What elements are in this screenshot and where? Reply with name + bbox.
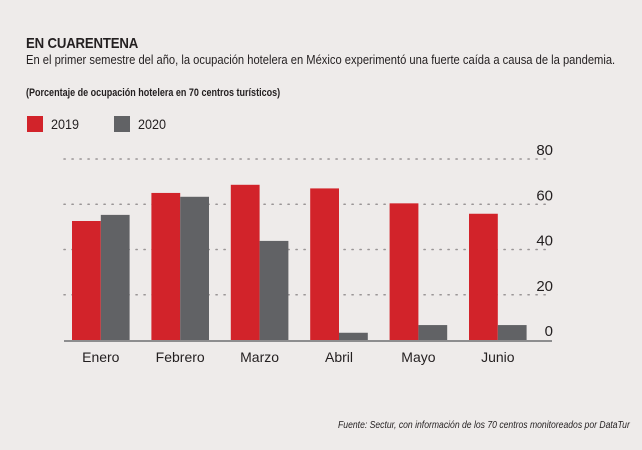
bar-2020-febrero — [180, 196, 209, 340]
unit-note: (Porcentaje de ocupación hotelera en 70 … — [26, 87, 281, 99]
y-tick-label: 0 — [545, 323, 553, 340]
y-tick-label: 40 — [536, 233, 553, 250]
legend-item-2019: 2019 — [27, 116, 82, 132]
bar-2019-marzo — [230, 184, 260, 340]
chart-subtitle: En el primer semestre del año, la ocupac… — [26, 52, 616, 67]
legend-label-2020: 2020 — [138, 116, 167, 132]
x-tick-label: Febrero — [156, 349, 205, 365]
x-tick-label: Junio — [481, 349, 515, 365]
bar-2019-febrero — [151, 192, 181, 340]
bar-2020-mayo — [418, 325, 448, 340]
y-tick-label: 20 — [536, 278, 553, 295]
bar-2020-marzo — [259, 240, 289, 340]
y-tick-label: 80 — [536, 142, 553, 159]
y-tick-label: 60 — [536, 187, 553, 204]
legend-label-2019: 2019 — [51, 116, 80, 132]
legend-swatch-2019 — [27, 116, 43, 132]
legend-item-2020: 2020 — [114, 116, 169, 132]
bar-2019-enero — [72, 220, 101, 340]
x-tick-label: Abril — [325, 349, 353, 365]
chart-title: EN CUARENTENA — [26, 35, 139, 52]
legend-swatch-2020 — [114, 116, 131, 132]
x-tick-label: Enero — [82, 349, 120, 365]
bar-2019-mayo — [389, 203, 419, 340]
x-tick-label: Marzo — [240, 349, 279, 365]
bar-2020-enero — [100, 214, 130, 340]
legend: 2019 2020 — [27, 116, 201, 132]
source-note: Fuente: Sectur, con información de los 7… — [338, 419, 630, 431]
bar-2020-junio — [497, 325, 527, 340]
bar-2019-abril — [310, 188, 339, 340]
x-tick-label: Mayo — [401, 349, 435, 365]
bar-2020-abril — [339, 332, 368, 340]
bar-2019-junio — [469, 213, 498, 340]
